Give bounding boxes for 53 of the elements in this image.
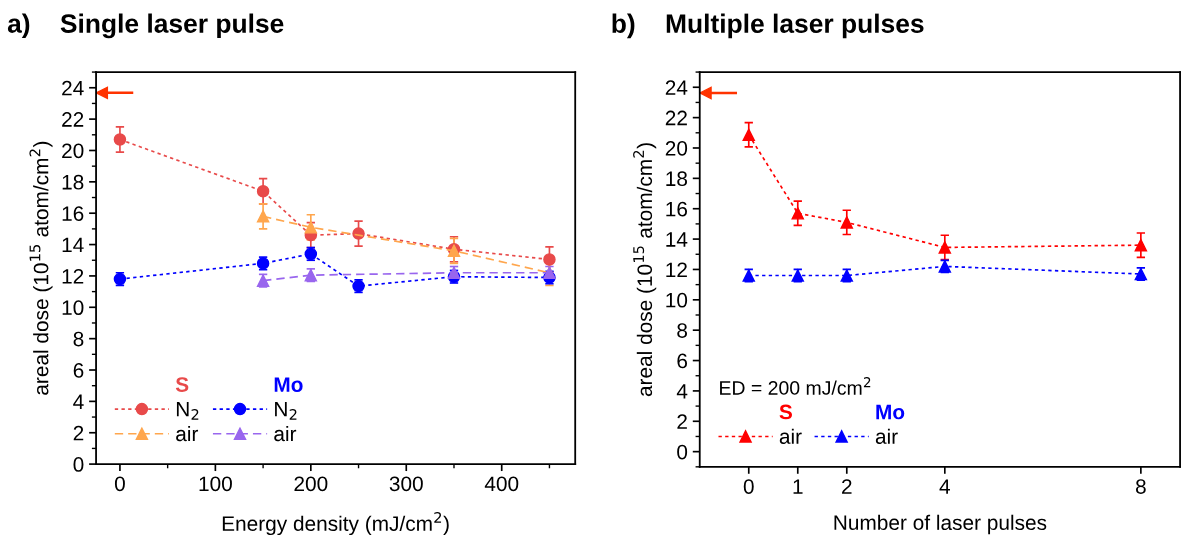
chart-title: a) Single laser pulse [7, 13, 284, 39]
y-tick-label: 10 [666, 292, 688, 308]
y-tick-label: 8 [73, 331, 84, 347]
x-tick-label: 1 [793, 479, 803, 494]
y-tick-label: 16 [666, 201, 688, 217]
y-tick-label: 20 [62, 143, 84, 159]
y-tick-label: 14 [666, 232, 688, 247]
y-tick-label: 24 [665, 80, 688, 95]
x-axis-title: Energy density (mJ/cm$^{2}$) [222, 511, 449, 536]
annotation: Mo [876, 404, 905, 420]
y-tick-label: 18 [666, 171, 688, 187]
x-tick-label: 100 [199, 476, 232, 492]
x-tick-label: 200 [294, 476, 328, 492]
y-tick-label: 4 [676, 384, 688, 399]
y-tick-label: 24 [62, 80, 84, 96]
x-tick-label: 0 [743, 479, 754, 494]
y-tick-label: 8 [677, 323, 688, 338]
y-tick-label: 6 [73, 363, 84, 378]
y-tick-label: 10 [62, 300, 84, 316]
y-axis-title: areal dose (10$^{15}$ atom/cm$^{2}$) [633, 143, 657, 397]
x-tick-label: 8 [1135, 479, 1146, 494]
legend-label: air [875, 428, 898, 444]
y-tick-label: 0 [677, 444, 688, 460]
y-tick-label: 6 [677, 353, 688, 369]
legend-label: air [176, 425, 199, 442]
y-tick-label: 2 [73, 425, 84, 441]
y-axis-title: areal dose (10$^{15}$ atom/cm$^{2}$) [29, 141, 53, 395]
y-tick-label: 20 [665, 140, 688, 156]
x-tick-label: 2 [842, 479, 852, 494]
y-tick-label: 16 [62, 206, 84, 221]
legend-title: ED = 200 mJ/cm$^{2}$ [720, 377, 871, 395]
legend-label: air [779, 428, 802, 444]
y-tick-label: 0 [73, 457, 84, 472]
y-tick-label: 18 [62, 174, 84, 190]
y-tick-label: 12 [666, 262, 687, 277]
x-axis-title: Number of laser pulses [834, 514, 1047, 535]
annotation: S [779, 404, 792, 420]
y-tick-label: 2 [677, 414, 687, 429]
legend-label: N$_{2}$ [176, 402, 199, 420]
y-tick-label: 4 [73, 394, 84, 409]
y-tick-label: 12 [62, 268, 84, 284]
y-tick-label: 22 [665, 110, 687, 126]
legend-label: N$_{2}$ [275, 402, 297, 420]
annotation: S [175, 377, 189, 392]
chart-title: b) Multiple laser pulses [612, 13, 924, 39]
x-tick-label: 4 [939, 479, 950, 494]
legend-label: air [274, 425, 297, 442]
y-tick-label: 22 [62, 112, 84, 127]
annotation: Mo [274, 377, 303, 392]
y-tick-label: 14 [62, 237, 84, 253]
x-tick-label: 400 [484, 476, 519, 492]
x-tick-label: 0 [114, 476, 125, 492]
x-tick-label: 300 [389, 476, 423, 492]
